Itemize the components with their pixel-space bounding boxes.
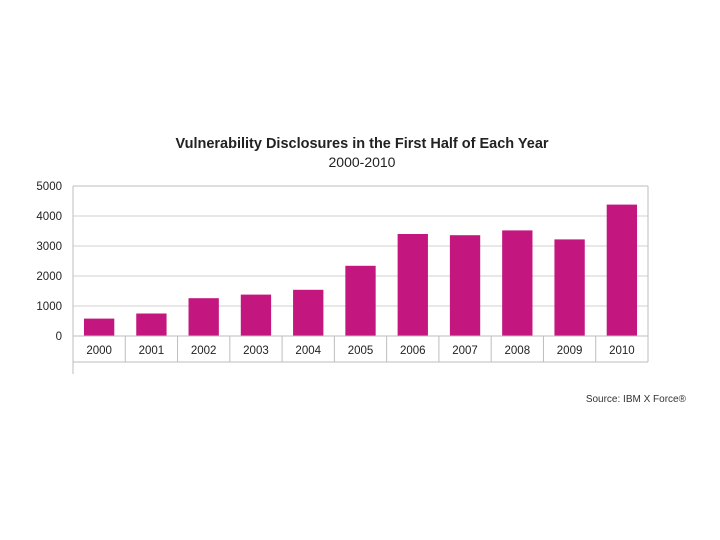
y-tick-label-0: 0 (56, 331, 62, 343)
x-tick-label-2009: 2009 (557, 345, 583, 357)
bar-2007 (449, 235, 481, 336)
x-tick-label-2002: 2002 (191, 345, 217, 357)
y-tick-label-2000: 2000 (36, 271, 62, 283)
x-tick-label-2006: 2006 (400, 345, 426, 357)
bar-2005 (345, 265, 376, 336)
x-tick-label-2000: 2000 (86, 345, 112, 357)
x-tick-label-2008: 2008 (505, 345, 531, 357)
bar-2006 (397, 234, 428, 336)
bar-2003 (240, 294, 272, 336)
chart-subtitle: 2000-2010 (329, 154, 396, 170)
axes: 0 1000 2000 3000 4000 5000 2000 2001 2002 2003 200… (36, 181, 649, 374)
bar-2001 (136, 313, 167, 336)
bar-2008 (502, 230, 533, 336)
bars (83, 204, 638, 336)
y-tick-label-4000: 4000 (36, 211, 62, 223)
bar-2000 (83, 318, 115, 336)
bar-2010 (606, 204, 638, 336)
y-tick-label-1000: 1000 (36, 301, 62, 313)
y-tick-label-5000: 5000 (36, 181, 62, 193)
bar-2002 (188, 298, 219, 336)
x-tick-label-2010: 2010 (609, 345, 635, 357)
bar-2009 (554, 239, 585, 336)
x-tick-label-2001: 2001 (139, 345, 165, 357)
source-note: Source: IBM X Force® (586, 394, 687, 405)
x-tick-label-2007: 2007 (452, 345, 478, 357)
x-tick-label-2004: 2004 (295, 345, 321, 357)
x-tick-label-2003: 2003 (243, 345, 269, 357)
chart-title: Vulnerability Disclosures in the First H… (175, 136, 548, 152)
x-tick-label-2005: 2005 (348, 345, 374, 357)
bar-2004 (293, 289, 324, 336)
y-tick-label-3000: 3000 (36, 241, 62, 253)
